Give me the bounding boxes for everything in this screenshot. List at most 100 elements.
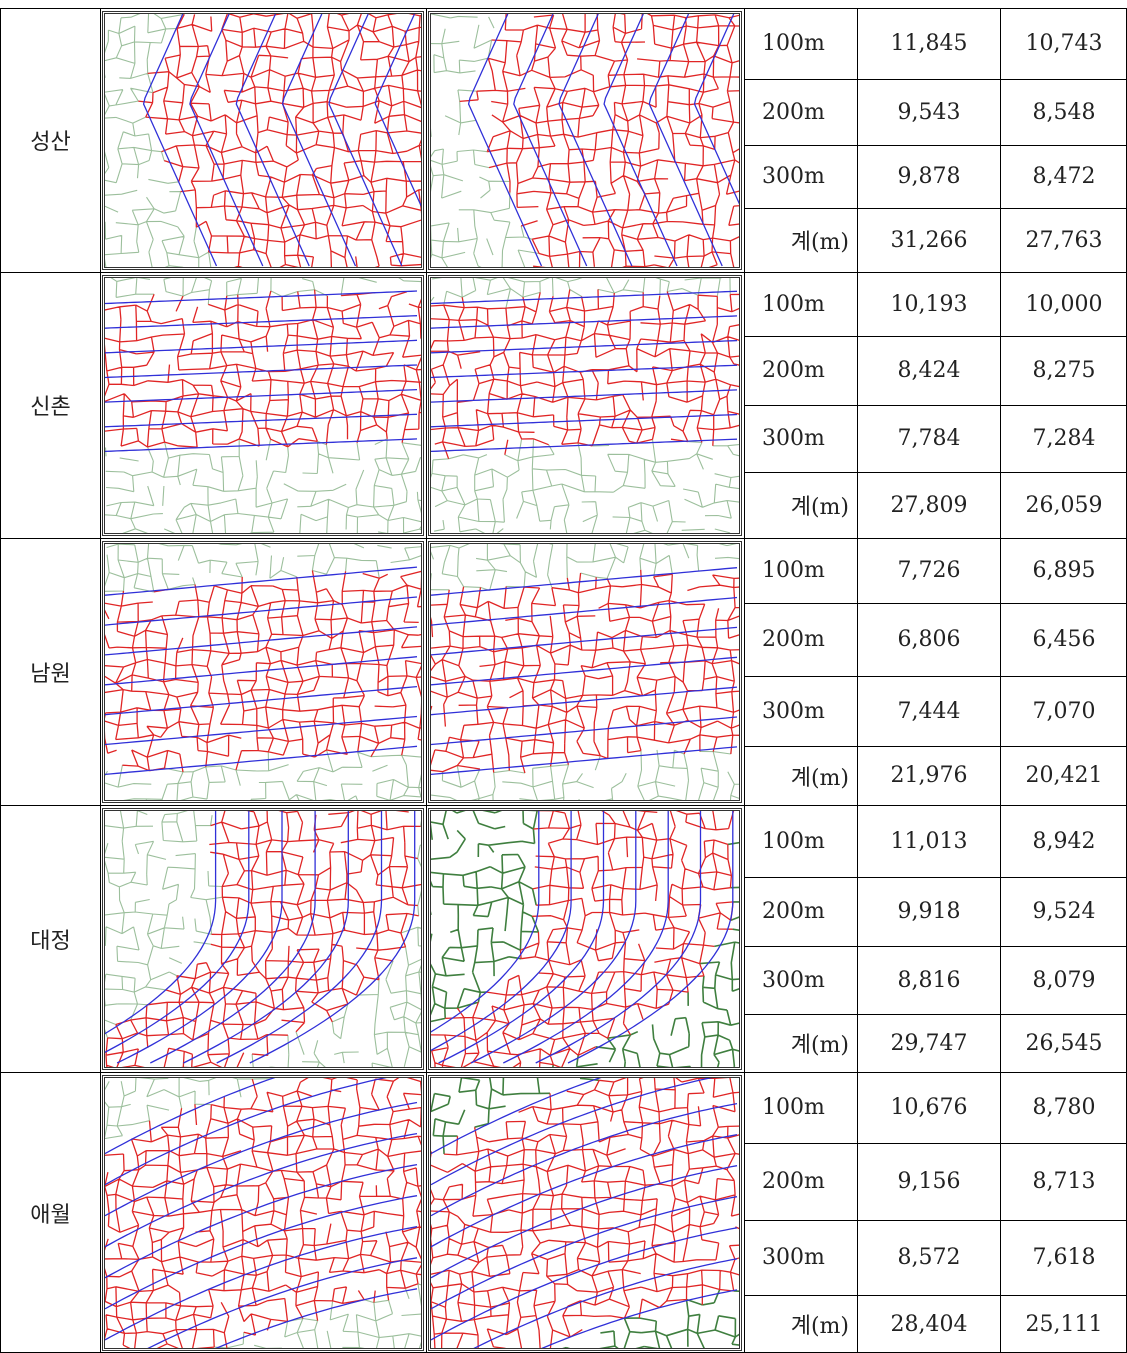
- buffer-line: [105, 811, 217, 1035]
- buffer-line: [150, 811, 316, 1064]
- map-image: [102, 11, 424, 270]
- value-cell: 7,784: [897, 426, 961, 451]
- value-cell: 8,572: [897, 1245, 961, 1270]
- buffer-line: [431, 339, 738, 354]
- map-image: [428, 1075, 742, 1351]
- map: [431, 1078, 739, 1348]
- value-cell: 8,548: [1032, 99, 1096, 125]
- buffer-line: [431, 1196, 738, 1310]
- buffer-line: [105, 1078, 276, 1155]
- distance-label: 200m: [762, 899, 825, 924]
- background-roads: [105, 14, 212, 267]
- value-cell: 8,713: [1032, 1169, 1096, 1194]
- value-cell: 11,845: [890, 31, 968, 56]
- buffer-line: [473, 1258, 738, 1348]
- row-border: [0, 805, 1127, 806]
- buffer-line: [513, 14, 588, 267]
- column-border: [100, 8, 101, 1353]
- background-roads: [431, 544, 739, 800]
- value-cell: 10,676: [890, 1095, 968, 1120]
- analyzed-roads: [431, 811, 735, 1067]
- distance-label: 100m: [762, 291, 825, 317]
- distance-label: 200m: [762, 358, 825, 383]
- buffer-line: [503, 811, 669, 1064]
- background-roads: [105, 1078, 421, 1348]
- value-cell: 6,895: [1032, 558, 1096, 583]
- buffer-line: [105, 1226, 418, 1341]
- distance-label: 계(m): [790, 1314, 849, 1339]
- buffer-line: [215, 1288, 418, 1348]
- buffer-line: [431, 811, 540, 1033]
- buffer-line: [105, 339, 418, 354]
- buffer-line: [431, 626, 738, 656]
- buffer-line: [105, 685, 418, 716]
- row-border: [744, 1014, 1127, 1015]
- distance-label: 계(m): [790, 1033, 849, 1058]
- buffer-line: [105, 1163, 418, 1279]
- column-border: [857, 8, 858, 1353]
- background-roads: [105, 278, 421, 533]
- value-cell: 27,809: [890, 492, 968, 518]
- row-border: [744, 1295, 1127, 1296]
- value-cell: 6,806: [897, 627, 961, 652]
- value-cell: 8,275: [1032, 358, 1096, 383]
- buffer-line: [105, 290, 418, 305]
- value-cell: 7,618: [1032, 1245, 1096, 1270]
- distance-label: 계(m): [790, 765, 849, 791]
- value-cell: 9,156: [897, 1169, 961, 1194]
- analyzed-roads: [105, 811, 421, 1067]
- value-cell: 26,545: [1025, 1030, 1103, 1056]
- value-cell: 7,284: [1032, 426, 1096, 451]
- row-border: [744, 405, 1127, 406]
- buffer-line: [105, 566, 418, 596]
- buffer-line: [235, 14, 310, 267]
- column-border: [1000, 8, 1001, 1353]
- buffer-line: [328, 14, 403, 267]
- region-label: 남원: [30, 661, 71, 687]
- background-roads: [105, 544, 421, 800]
- row-border: [0, 272, 1127, 273]
- analyzed-roads: [459, 14, 739, 267]
- analyzed-roads: [138, 14, 421, 267]
- value-cell: 28,404: [890, 1311, 968, 1337]
- row-border: [0, 538, 1127, 539]
- map: [105, 544, 421, 800]
- buffer-line: [431, 1227, 738, 1341]
- buffer-line: [105, 438, 418, 453]
- buffer-line: [431, 1165, 738, 1279]
- value-cell: 7,070: [1032, 698, 1096, 724]
- row-border: [744, 208, 1127, 209]
- column-border: [744, 8, 745, 1353]
- row-border: [744, 472, 1127, 473]
- buffer-line: [105, 1195, 418, 1310]
- buffer-line: [467, 14, 543, 267]
- map: [105, 1078, 421, 1348]
- map-image: [102, 808, 424, 1070]
- buffer-line: [431, 811, 572, 1052]
- distance-label: 300m: [762, 698, 825, 724]
- buffer-line: [431, 1133, 738, 1248]
- buffer-line: [147, 1257, 418, 1348]
- row-border: [744, 145, 1127, 146]
- value-cell: 25,111: [1025, 1311, 1103, 1337]
- map-image: [428, 808, 742, 1070]
- background-roads: [431, 1078, 739, 1348]
- buffer-line: [431, 290, 738, 305]
- distance-label: 300m: [762, 967, 825, 993]
- distance-label: 300m: [762, 426, 825, 451]
- buffer-line: [431, 656, 738, 686]
- map: [431, 14, 739, 267]
- map: [105, 811, 421, 1067]
- buffer-line: [105, 1101, 418, 1217]
- distance-label: 100m: [762, 558, 825, 583]
- row-border: [744, 877, 1127, 878]
- buffer-line: [216, 811, 383, 1064]
- analyzed-roads: [431, 289, 739, 460]
- distance-label: 100m: [762, 31, 825, 56]
- value-cell: 8,424: [897, 358, 961, 383]
- buffer-line: [374, 14, 421, 208]
- distance-label: 200m: [762, 1169, 825, 1194]
- row-border: [744, 336, 1127, 337]
- distance-label: 300m: [762, 164, 825, 189]
